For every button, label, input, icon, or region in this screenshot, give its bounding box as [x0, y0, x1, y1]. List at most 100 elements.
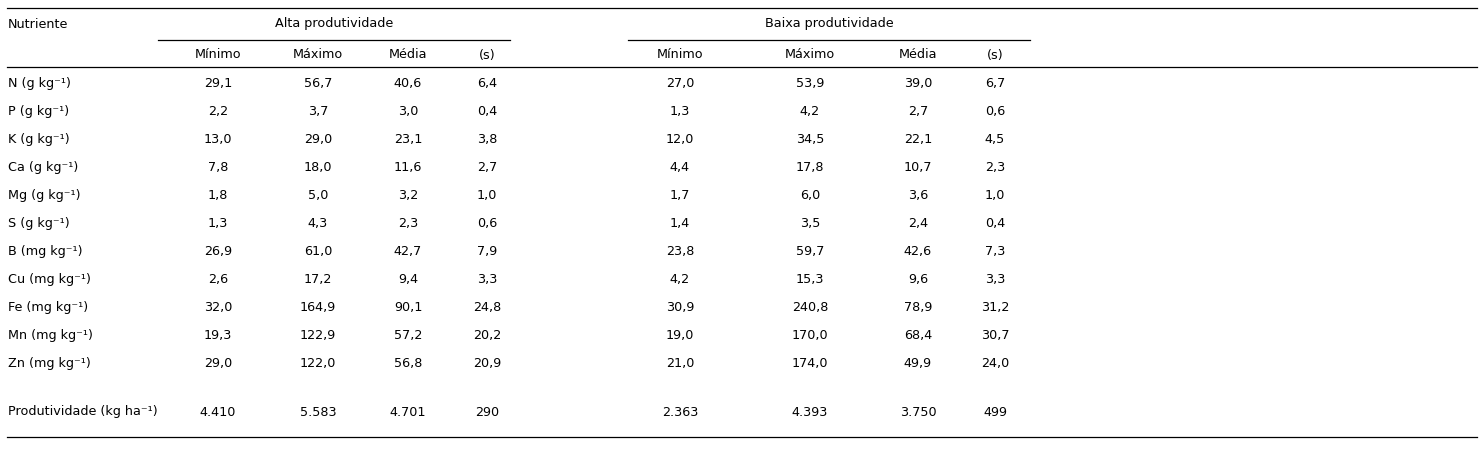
Text: Produtividade (kg ha⁻¹): Produtividade (kg ha⁻¹) [7, 405, 157, 418]
Text: 29,0: 29,0 [203, 357, 232, 370]
Text: 170,0: 170,0 [791, 329, 828, 342]
Text: 1,3: 1,3 [669, 105, 690, 118]
Text: Média: Média [899, 49, 938, 62]
Text: 40,6: 40,6 [393, 77, 421, 90]
Text: 23,8: 23,8 [666, 246, 695, 258]
Text: 3.750: 3.750 [899, 405, 936, 418]
Text: 3,5: 3,5 [800, 217, 821, 230]
Text: 2,7: 2,7 [476, 162, 497, 175]
Text: 1,4: 1,4 [669, 217, 690, 230]
Text: Mn (mg kg⁻¹): Mn (mg kg⁻¹) [7, 329, 93, 342]
Text: S (g kg⁻¹): S (g kg⁻¹) [7, 217, 70, 230]
Text: 2.363: 2.363 [662, 405, 697, 418]
Text: 122,9: 122,9 [300, 329, 335, 342]
Text: 0,4: 0,4 [985, 217, 1005, 230]
Text: 17,8: 17,8 [795, 162, 824, 175]
Text: 39,0: 39,0 [904, 77, 932, 90]
Text: Máximo: Máximo [785, 49, 835, 62]
Text: 0,4: 0,4 [476, 105, 497, 118]
Text: 290: 290 [475, 405, 499, 418]
Text: 56,8: 56,8 [393, 357, 421, 370]
Text: Média: Média [389, 49, 427, 62]
Text: 24,8: 24,8 [473, 302, 502, 315]
Text: 68,4: 68,4 [904, 329, 932, 342]
Text: 32,0: 32,0 [203, 302, 232, 315]
Text: 499: 499 [982, 405, 1008, 418]
Text: 42,6: 42,6 [904, 246, 932, 258]
Text: K (g kg⁻¹): K (g kg⁻¹) [7, 134, 70, 147]
Text: 2,3: 2,3 [985, 162, 1005, 175]
Text: 11,6: 11,6 [393, 162, 421, 175]
Text: 42,7: 42,7 [393, 246, 421, 258]
Text: Mínimo: Mínimo [657, 49, 703, 62]
Text: 19,3: 19,3 [203, 329, 232, 342]
Text: 164,9: 164,9 [300, 302, 335, 315]
Text: 6,0: 6,0 [800, 189, 821, 202]
Text: 4.410: 4.410 [200, 405, 236, 418]
Text: 4,5: 4,5 [985, 134, 1005, 147]
Text: 59,7: 59,7 [795, 246, 824, 258]
Text: Ca (g kg⁻¹): Ca (g kg⁻¹) [7, 162, 79, 175]
Text: 4,2: 4,2 [669, 274, 690, 287]
Text: 6,7: 6,7 [985, 77, 1005, 90]
Text: 21,0: 21,0 [666, 357, 695, 370]
Text: Máximo: Máximo [292, 49, 343, 62]
Text: 90,1: 90,1 [393, 302, 421, 315]
Text: 4.393: 4.393 [792, 405, 828, 418]
Text: 9,6: 9,6 [908, 274, 928, 287]
Text: 29,1: 29,1 [203, 77, 232, 90]
Text: Baixa produtividade: Baixa produtividade [764, 18, 893, 31]
Text: N (g kg⁻¹): N (g kg⁻¹) [7, 77, 71, 90]
Text: 30,9: 30,9 [666, 302, 695, 315]
Text: 18,0: 18,0 [304, 162, 332, 175]
Text: B (mg kg⁻¹): B (mg kg⁻¹) [7, 246, 83, 258]
Text: 4,2: 4,2 [800, 105, 821, 118]
Text: 2,2: 2,2 [208, 105, 229, 118]
Text: 7,9: 7,9 [476, 246, 497, 258]
Text: 4.701: 4.701 [390, 405, 426, 418]
Text: 30,7: 30,7 [981, 329, 1009, 342]
Text: 2,3: 2,3 [398, 217, 418, 230]
Text: 61,0: 61,0 [304, 246, 332, 258]
Text: Cu (mg kg⁻¹): Cu (mg kg⁻¹) [7, 274, 91, 287]
Text: Mínimo: Mínimo [194, 49, 242, 62]
Text: 7,3: 7,3 [985, 246, 1005, 258]
Text: 57,2: 57,2 [393, 329, 421, 342]
Text: 34,5: 34,5 [795, 134, 824, 147]
Text: 122,0: 122,0 [300, 357, 337, 370]
Text: P (g kg⁻¹): P (g kg⁻¹) [7, 105, 70, 118]
Text: 15,3: 15,3 [795, 274, 824, 287]
Text: 240,8: 240,8 [792, 302, 828, 315]
Text: 22,1: 22,1 [904, 134, 932, 147]
Text: 3,0: 3,0 [398, 105, 418, 118]
Text: 29,0: 29,0 [304, 134, 332, 147]
Text: 10,7: 10,7 [904, 162, 932, 175]
Text: 0,6: 0,6 [476, 217, 497, 230]
Text: 20,9: 20,9 [473, 357, 502, 370]
Text: 1,3: 1,3 [208, 217, 229, 230]
Text: (s): (s) [479, 49, 496, 62]
Text: 26,9: 26,9 [203, 246, 232, 258]
Text: 1,8: 1,8 [208, 189, 229, 202]
Text: 4,4: 4,4 [669, 162, 690, 175]
Text: 3,3: 3,3 [476, 274, 497, 287]
Text: 5.583: 5.583 [300, 405, 337, 418]
Text: 31,2: 31,2 [981, 302, 1009, 315]
Text: 12,0: 12,0 [666, 134, 695, 147]
Text: 3,2: 3,2 [398, 189, 418, 202]
Text: 6,4: 6,4 [476, 77, 497, 90]
Text: 1,0: 1,0 [985, 189, 1005, 202]
Text: 4,3: 4,3 [307, 217, 328, 230]
Text: 2,4: 2,4 [908, 217, 928, 230]
Text: 56,7: 56,7 [304, 77, 332, 90]
Text: 3,3: 3,3 [985, 274, 1005, 287]
Text: 3,8: 3,8 [476, 134, 497, 147]
Text: 2,7: 2,7 [908, 105, 928, 118]
Text: 23,1: 23,1 [393, 134, 421, 147]
Text: 3,7: 3,7 [307, 105, 328, 118]
Text: 1,0: 1,0 [476, 189, 497, 202]
Text: Mg (g kg⁻¹): Mg (g kg⁻¹) [7, 189, 80, 202]
Text: (s): (s) [987, 49, 1003, 62]
Text: 9,4: 9,4 [398, 274, 418, 287]
Text: 17,2: 17,2 [304, 274, 332, 287]
